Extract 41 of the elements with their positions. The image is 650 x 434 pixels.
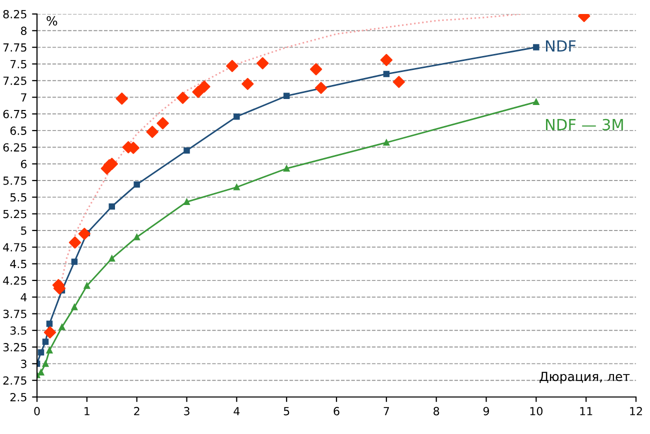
x-tick-label: 5 <box>284 407 290 416</box>
y-tick-label: 5.5 <box>10 193 26 202</box>
y-tick-label: 4 <box>20 293 27 302</box>
x-tick-label: 1 <box>84 407 90 416</box>
y-tick-label: 3.75 <box>3 310 26 318</box>
y-tick-label: 3.5 <box>10 326 26 335</box>
x-tick-label: 10 <box>530 406 542 416</box>
x-tick-label: 7 <box>384 407 389 416</box>
y-tick-label: 4.25 <box>3 276 26 285</box>
y-axis-title: % <box>46 16 58 26</box>
x-tick-label: 9 <box>483 406 490 416</box>
y-tick-label: 8 <box>20 26 27 36</box>
y-tick-label: 6.5 <box>10 126 26 135</box>
y-tick-label: 5 <box>21 226 26 235</box>
x-tick-label: 11 <box>580 407 592 416</box>
y-tick-label: 7.25 <box>3 76 26 85</box>
y-tick-label: 7.75 <box>3 43 26 52</box>
y-tick-label: 3.25 <box>3 343 26 352</box>
series-label: NDF <box>546 40 576 52</box>
x-tick-label: 12 <box>630 406 642 416</box>
x-axis-title: Дюрация, лет <box>540 372 630 384</box>
y-tick-label: 4.75 <box>3 243 26 252</box>
y-tick-label: 6 <box>20 160 27 168</box>
y-tick-label: 6.25 <box>3 143 26 152</box>
x-tick-label: 3 <box>184 406 190 416</box>
x-tick-label: 0 <box>34 406 40 416</box>
y-tick-label: 8.25 <box>3 10 26 18</box>
y-tick-label: 7.5 <box>10 60 26 68</box>
x-tick-label: 6 <box>334 406 340 416</box>
y-tick-label: 6.75 <box>3 110 26 118</box>
y-tick-label: 2.75 <box>3 376 26 385</box>
y-tick-label: 2.5 <box>10 392 26 402</box>
y-tick-label: 7 <box>21 93 26 102</box>
y-tick-label: 5.75 <box>3 176 26 185</box>
x-tick-label: 2 <box>134 406 140 416</box>
series-label: NDF — 3M <box>546 118 623 130</box>
y-tick-label: 4.5 <box>10 260 26 268</box>
x-tick-label: 8 <box>434 406 440 416</box>
x-tick-label: 4 <box>234 407 240 416</box>
y-tick-label: 5.25 <box>3 210 26 218</box>
y-tick-label: 3 <box>21 360 26 368</box>
